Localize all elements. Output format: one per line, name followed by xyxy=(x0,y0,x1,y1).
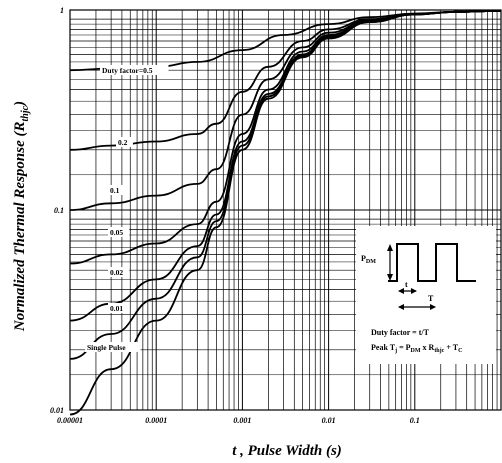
series-label-background xyxy=(108,303,130,313)
duty-factor-formula: Duty factor = t/T xyxy=(371,328,430,337)
pdm-label: PDM xyxy=(361,254,376,265)
t-arrow-head-left xyxy=(398,288,404,294)
y-axis-title: Normalized Thermal Response (Rthjc) xyxy=(12,101,31,332)
series-label: Single Pulse xyxy=(87,343,126,352)
x-tick-label: 0.0001 xyxy=(145,416,167,425)
series-label-background xyxy=(85,342,141,352)
x-axis-ticks: 0.00001 0.0001 0.001 0.01 0.1 xyxy=(57,416,420,425)
y-tick-label: 0.1 xyxy=(54,206,64,215)
x-axis-title: t , Pulse Width (s) xyxy=(232,443,342,459)
T-arrow-head-left xyxy=(398,304,404,310)
t-label: t xyxy=(405,280,408,289)
series-label: 0.01 xyxy=(110,304,123,313)
x-tick-label: 0.001 xyxy=(233,416,251,425)
pulse-inset: PDM t T Duty factor = t/T Peak Tj = PDM … xyxy=(356,226,496,364)
series-line xyxy=(69,10,502,416)
x-tick-label: 0.1 xyxy=(410,416,420,425)
series-label-background xyxy=(108,227,130,237)
series-line xyxy=(69,10,502,72)
peak-temperature-formula: Peak Tj = PDM x Rthjc + TC xyxy=(371,343,462,354)
y-tick-label: 1 xyxy=(60,6,64,15)
x-tick-label: 0.01 xyxy=(322,416,336,425)
series-label: Duty factor=0.5 xyxy=(102,66,153,75)
series-line xyxy=(69,10,502,265)
t-arrow-head-right xyxy=(411,288,417,294)
pdm-arrow-head-down xyxy=(387,274,393,281)
series-label: 0.2 xyxy=(118,138,128,147)
series-label: 0.05 xyxy=(110,228,123,237)
T-arrow-head-right xyxy=(430,304,436,310)
series-lines xyxy=(69,10,502,416)
x-tick-label: 0.00001 xyxy=(57,416,83,425)
y-axis-ticks: 0.01 0.1 1 xyxy=(50,6,64,415)
series-label-background xyxy=(108,185,125,195)
series-label-background xyxy=(100,65,169,75)
series-label: 0.1 xyxy=(110,186,120,195)
series-label: 0.02 xyxy=(110,268,123,277)
y-tick-label: 0.01 xyxy=(50,406,64,415)
series-label-background xyxy=(116,137,133,147)
pdm-arrow-head-up xyxy=(387,244,393,251)
pulse-waveform xyxy=(388,243,476,282)
inset-background xyxy=(356,226,496,364)
series-labels: Duty factor=0.5 0.2 0.1 0.05 0.02 0.01 Single … xyxy=(85,65,169,352)
T-label: T xyxy=(428,294,434,303)
series-line xyxy=(69,10,502,151)
series-label-background xyxy=(108,267,130,277)
